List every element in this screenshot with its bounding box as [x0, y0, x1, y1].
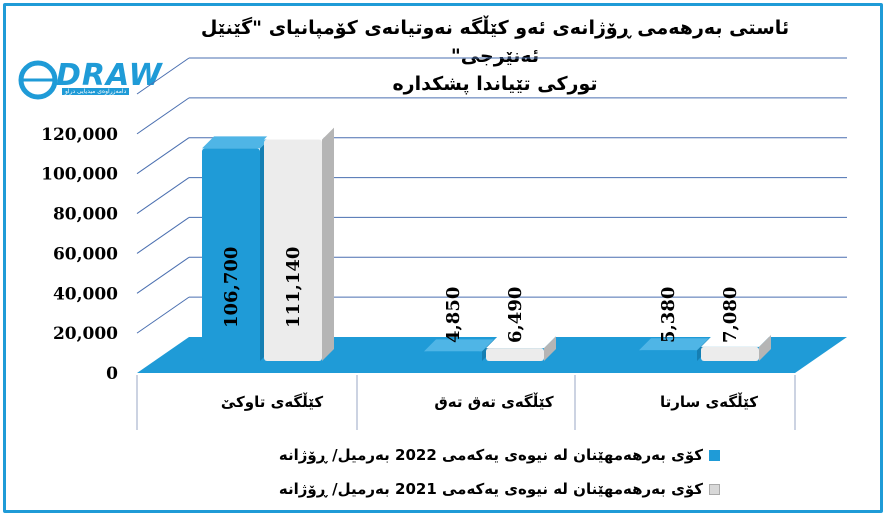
bar-2022 — [202, 148, 260, 361]
data-label: 4,850 — [443, 287, 464, 343]
bar-2022-top — [202, 136, 272, 149]
bar-2021-side — [759, 334, 771, 361]
gridline-diagonal — [136, 217, 190, 254]
legend-swatch-2021 — [709, 484, 720, 495]
gridline-diagonal — [136, 256, 190, 294]
bar-2021 — [701, 346, 759, 361]
legend-label-2022: کۆی بەرهەمهێنان لە نیوەی یەکەمی 2022 بەر… — [278, 446, 703, 464]
bar-2022-top — [639, 338, 709, 351]
bar-2022 — [639, 350, 697, 361]
y-tick-label: 120,000 — [41, 125, 118, 145]
category-label: کێڵگەی تەق تەق — [434, 392, 554, 411]
data-label: 6,490 — [505, 287, 526, 343]
bar-2021-top — [486, 336, 556, 349]
category-label: کێڵگەی سارتا — [660, 392, 758, 411]
y-tick-label: 100,000 — [41, 165, 118, 185]
data-label: 5,380 — [658, 287, 679, 343]
y-tick-label: 40,000 — [53, 284, 118, 304]
legend-item-2022: کۆی بەرهەمهێنان لە نیوەی یەکەمی 2022 بەر… — [240, 446, 720, 464]
gridline-diagonal — [136, 97, 190, 135]
logo-text: DRAW — [56, 58, 163, 93]
legend-item-2021: کۆی بەرهەمهێنان لە نیوەی یەکەمی 2021 بەر… — [240, 480, 720, 498]
bar-2021-top — [701, 334, 771, 347]
bar-2022 — [424, 351, 482, 361]
gridline-diagonal — [136, 177, 190, 214]
gridline-diagonal — [136, 296, 190, 334]
y-tick-label: 0 — [106, 364, 118, 384]
data-label: 106,700 — [221, 247, 242, 328]
bar-2021-top — [264, 127, 334, 140]
draw-logo: DRAW دامەزراوەی میدیایی دراو — [18, 58, 162, 102]
bar-2022-top — [424, 339, 494, 352]
category-label: کێڵگەی تاوکێ — [221, 392, 324, 411]
data-label: 111,140 — [283, 247, 304, 328]
chart-title: ئاستی بەرهەمی ڕۆژانەی ئەو کێڵگە نەوتیانە… — [200, 14, 790, 98]
chart-title-line1: ئاستی بەرهەمی ڕۆژانەی ئەو کێڵگە نەوتیانە… — [200, 17, 790, 67]
gridline-diagonal — [136, 57, 190, 95]
legend-swatch-2022 — [709, 450, 720, 461]
logo-subtitle: دامەزراوەی میدیایی دراو — [62, 88, 130, 95]
chart-title-line2: تورکی تێیاندا پشکدارە — [392, 73, 598, 95]
chart-frame — [3, 3, 883, 513]
bar-2021-side — [544, 336, 556, 361]
data-label: 7,080 — [720, 287, 741, 343]
legend-label-2021: کۆی بەرهەمهێنان لە نیوەی یەکەمی 2021 بەر… — [278, 480, 703, 498]
bar-2021-side — [322, 127, 334, 361]
bar-2021 — [486, 348, 544, 361]
logo-mark-icon — [18, 60, 58, 100]
y-tick-label: 20,000 — [53, 324, 118, 344]
gridline-diagonal — [136, 137, 190, 175]
bar-2021 — [264, 139, 322, 361]
y-tick-label: 60,000 — [53, 244, 118, 264]
y-tick-label: 80,000 — [53, 205, 118, 225]
